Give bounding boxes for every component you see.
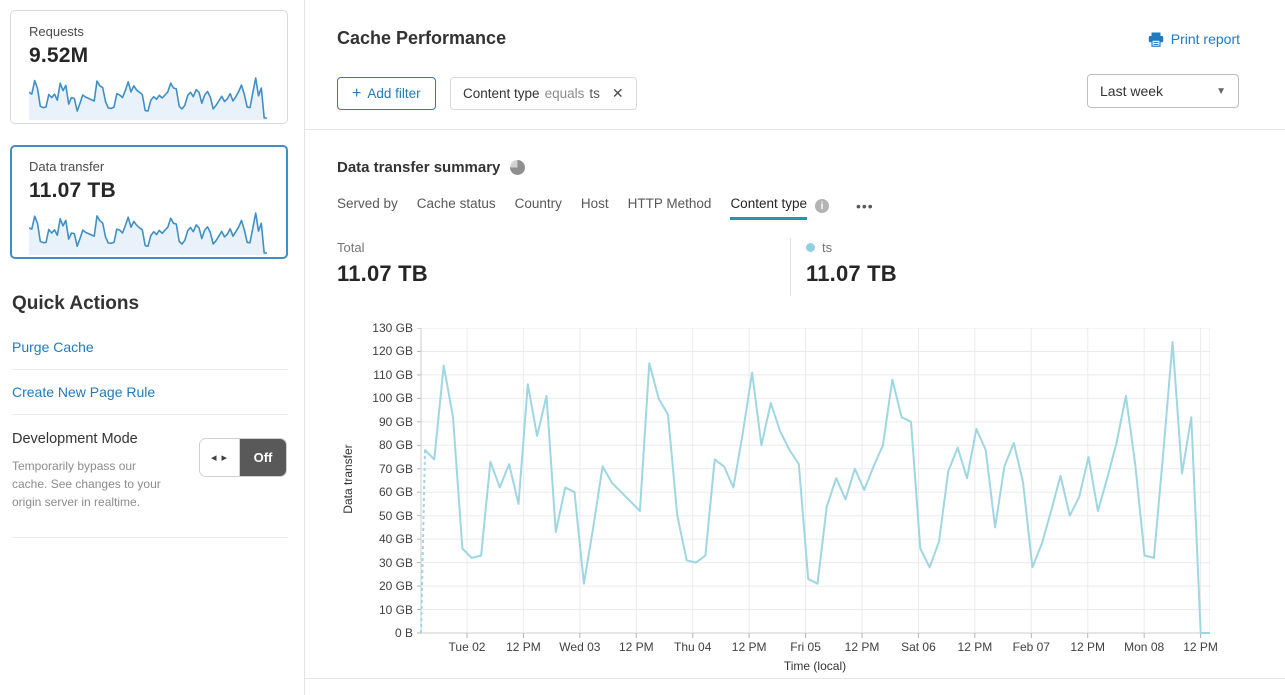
info-icon[interactable]: i [815, 199, 829, 213]
x-tick-label: Feb 07 [1012, 640, 1050, 654]
development-mode-title: Development Mode [12, 431, 138, 447]
x-axis-title: Time (local) [783, 659, 847, 673]
pie-loading-icon [510, 160, 526, 175]
requests-card[interactable]: Requests 9.52M [10, 10, 288, 124]
printer-icon [1148, 32, 1163, 47]
y-tick-label: 40 GB [378, 532, 413, 547]
tab-label: Country [514, 196, 562, 211]
tab-label: Served by [337, 196, 398, 211]
chevron-down-icon: ▼ [1216, 85, 1226, 97]
data-transfer-card-label: Data transfer [29, 159, 105, 174]
development-mode-section: Development Mode Temporarily bypass our … [12, 427, 288, 523]
divider [305, 678, 1285, 679]
requests-card-label: Requests [29, 24, 84, 39]
x-tick-label: Tue 02 [448, 640, 486, 654]
x-tick-label: 12 PM [618, 640, 654, 654]
series-legend: ts 11.07 TB [806, 240, 897, 287]
data-transfer-chart-area: Data transfer 0 B 10 GB 20 GB 30 GB 40 GB 50 … [305, 315, 1285, 678]
legend-series-name[interactable]: ts [822, 240, 833, 255]
x-tick-label: 12 PM [1070, 640, 1106, 654]
divider [12, 414, 288, 415]
tab-cache-status[interactable]: Cache status [417, 196, 496, 220]
x-tick-label: Mon 08 [1124, 640, 1165, 654]
development-mode-toggle[interactable]: ◂ ▸ Off [200, 439, 286, 476]
tab-host[interactable]: Host [581, 196, 609, 220]
total-label: Total [337, 240, 365, 255]
tab-label: Host [580, 196, 609, 211]
data-transfer-card[interactable]: Data transfer 11.07 TB [10, 145, 288, 259]
print-report-label: Print report [1170, 31, 1240, 47]
time-range-value: Last week [1100, 83, 1164, 99]
x-tick-label: 12 PM [844, 640, 880, 654]
y-tick-label: 90 GB [378, 414, 413, 429]
divider [790, 238, 791, 296]
add-filter-button[interactable]: + Add filter [337, 77, 436, 110]
y-tick-label: 130 GB [372, 321, 413, 335]
y-tick-label: 20 GB [378, 579, 413, 594]
time-range-select[interactable]: Last week ▼ [1087, 74, 1239, 108]
y-tick-label: 50 GB [378, 508, 413, 523]
main-panel: Cache Performance Print report + Add fil… [305, 0, 1285, 695]
x-tick-label: 12 PM [731, 640, 767, 654]
y-tick-label: 100 GB [372, 391, 413, 406]
tab-served-by[interactable]: Served by [337, 196, 398, 220]
filter-remove-icon[interactable]: ✕ [611, 85, 624, 101]
y-tick-label: 60 GB [378, 485, 413, 500]
tab-http-method[interactable]: HTTP Method [628, 196, 712, 220]
y-tick-label: 0 B [394, 626, 413, 640]
x-tick-label: Thu 04 [674, 640, 712, 654]
filter-operator: equals [544, 86, 585, 101]
filter-chip-content-type: Content type equals ts ✕ [450, 77, 637, 110]
x-tick-label: 12 PM [1183, 640, 1218, 654]
tab-label: HTTP Method [627, 196, 712, 211]
add-filter-label: Add filter [367, 86, 421, 101]
plus-icon: + [352, 84, 362, 102]
toggle-arrows-icon: ◂ ▸ [200, 439, 240, 476]
development-mode-description: Temporarily bypass our cache. See change… [12, 459, 161, 509]
divider [12, 537, 288, 538]
data-transfer-card-value: 11.07 TB [29, 179, 116, 202]
page-title: Cache Performance [337, 28, 507, 48]
x-tick-label: Fri 05 [790, 640, 821, 654]
summary-tabs: Served by Cache status Country Host HTTP Met… [337, 196, 874, 220]
filter-value: ts [589, 86, 600, 101]
quick-actions-title: Quick Actions [12, 293, 140, 314]
summary-title: Data transfer summary [337, 159, 501, 176]
sidebar: Requests 9.52M Data transfer 11.07 TB Qu… [0, 0, 305, 695]
data-transfer-sparkline-chart [29, 212, 267, 255]
legend-series-value: 11.07 TB [806, 261, 897, 286]
tab-content-type[interactable]: Content type i [730, 196, 829, 220]
data-transfer-line-chart [417, 328, 1210, 638]
tab-label: Cache status [416, 196, 496, 211]
y-tick-label: 70 GB [378, 461, 413, 476]
divider [305, 129, 1285, 130]
y-tick-label: 120 GB [372, 344, 413, 359]
tab-country[interactable]: Country [515, 196, 562, 220]
create-page-rule-link[interactable]: Create New Page Rule [12, 384, 156, 400]
tab-label: Content type [730, 196, 807, 220]
purge-cache-link[interactable]: Purge Cache [12, 339, 94, 355]
total-value: 11.07 TB [337, 261, 428, 286]
requests-card-value: 9.52M [29, 44, 89, 67]
y-tick-label: 10 GB [378, 602, 413, 617]
y-tick-label: 30 GB [378, 555, 413, 570]
y-tick-label: 80 GB [378, 438, 413, 453]
filter-field: Content type [463, 86, 540, 101]
print-report-link[interactable]: Print report [1148, 31, 1240, 47]
legend-dot-icon [806, 243, 815, 252]
x-tick-label: 12 PM [506, 640, 541, 654]
x-tick-label: 12 PM [957, 640, 993, 654]
more-tabs-icon[interactable]: ••• [856, 198, 874, 214]
divider [12, 369, 288, 370]
requests-sparkline-chart [29, 77, 267, 120]
total-stat: Total 11.07 TB [337, 240, 428, 287]
quick-actions-section: Quick Actions Purge Cache Create New Pag… [12, 293, 288, 550]
summary-title-row: Data transfer summary [337, 159, 526, 176]
x-tick-label: Wed 03 [559, 640, 601, 654]
toggle-state-label: Off [240, 439, 286, 476]
y-tick-label: 110 GB [373, 367, 413, 382]
x-tick-label: Sat 06 [901, 640, 936, 654]
